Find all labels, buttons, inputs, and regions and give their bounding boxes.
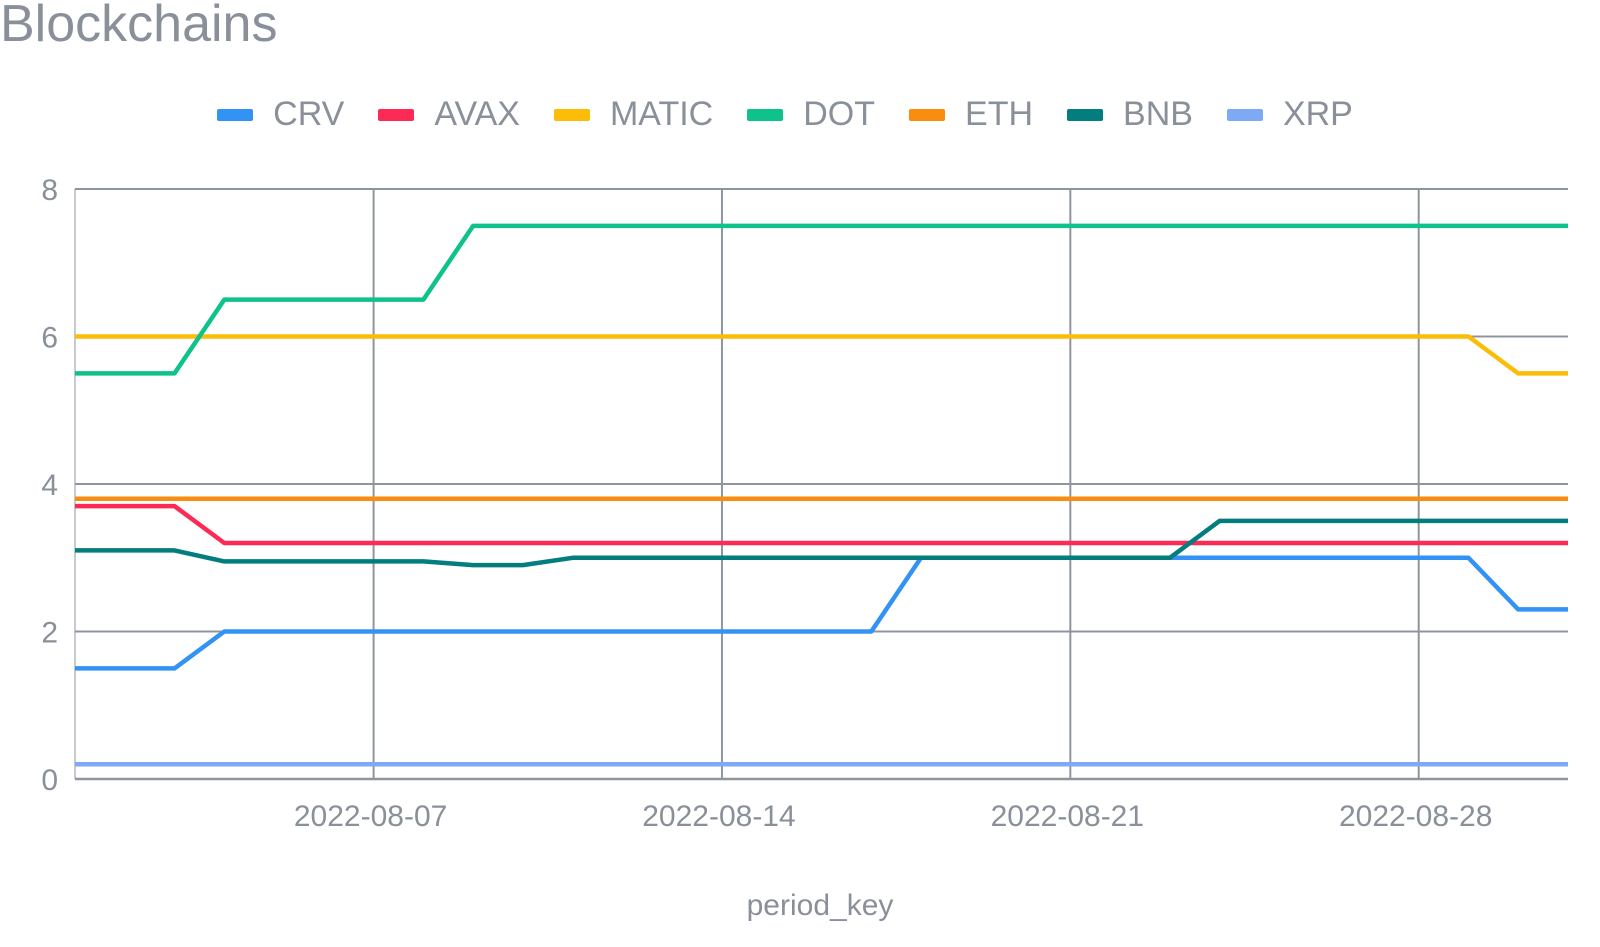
legend-label: XRP <box>1282 95 1353 133</box>
legend-item-dot[interactable]: DOT <box>747 95 875 134</box>
series-line-crv <box>75 555 1568 671</box>
legend-item-matic[interactable]: MATIC <box>553 95 714 134</box>
legend-label: MATIC <box>609 95 714 133</box>
legend-label: CRV <box>273 95 345 133</box>
series-line-bnb <box>75 518 1568 568</box>
legend-label: DOT <box>803 95 876 133</box>
grid-lines <box>74 188 1568 781</box>
y-tick-label: 4 <box>41 469 58 502</box>
x-tick-label: 2022-08-14 <box>642 800 795 833</box>
series-line-matic <box>75 334 1568 376</box>
y-tick-label: 0 <box>41 764 58 797</box>
x-tick-label: 2022-08-21 <box>991 800 1144 833</box>
legend-swatch <box>378 108 415 121</box>
x-tick-label: 2022-08-07 <box>294 800 447 833</box>
legend-swatch <box>553 108 590 121</box>
series-line-dot <box>75 223 1568 376</box>
series-line-avax <box>75 503 1568 546</box>
legend-label: ETH <box>965 95 1034 133</box>
legend-label: AVAX <box>434 95 520 133</box>
legend-swatch <box>217 108 254 121</box>
y-tick-label: 6 <box>41 322 58 355</box>
legend-item-bnb[interactable]: BNB <box>1067 95 1193 134</box>
y-tick-label: 2 <box>41 617 58 650</box>
series-lines <box>75 223 1568 767</box>
legend-swatch <box>909 108 946 121</box>
x-tick-label: 2022-08-28 <box>1339 800 1492 833</box>
legend-swatch <box>747 108 784 121</box>
legend-item-eth[interactable]: ETH <box>909 95 1033 134</box>
legend-item-xrp[interactable]: XRP <box>1226 95 1353 134</box>
chart-title: Blockchains <box>0 0 278 53</box>
legend: CRV AVAX MATIC DOT ETH BNB XRP <box>0 95 1570 134</box>
y-axis-ticks: 0 2 4 6 8 <box>41 174 58 797</box>
legend-swatch <box>1067 108 1104 121</box>
y-tick-label: 8 <box>41 174 58 207</box>
legend-item-avax[interactable]: AVAX <box>378 95 520 134</box>
legend-item-crv[interactable]: CRV <box>217 95 344 134</box>
legend-label: BNB <box>1123 95 1193 133</box>
x-axis-title: period_key <box>747 889 894 922</box>
legend-swatch <box>1226 108 1263 121</box>
x-axis-ticks: 2022-08-07 2022-08-14 2022-08-21 2022-08-28 <box>294 800 1493 833</box>
